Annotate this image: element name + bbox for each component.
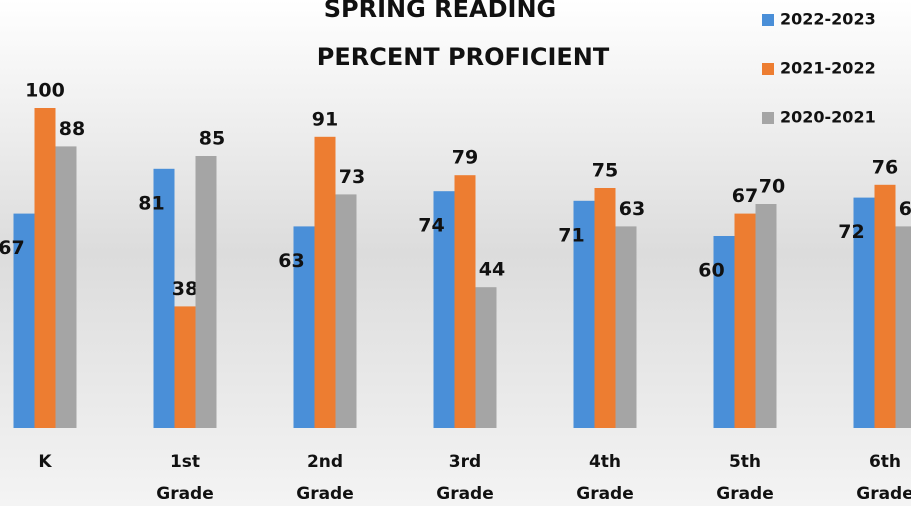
- data-label: 67: [0, 237, 25, 259]
- bar: [734, 213, 756, 428]
- data-label: 38: [172, 278, 198, 300]
- data-label: 71: [558, 224, 584, 246]
- legend-swatch: [762, 14, 774, 26]
- bar: [55, 146, 77, 428]
- data-label: 76: [872, 156, 898, 178]
- data-label: 79: [452, 147, 478, 169]
- data-label: 63: [278, 250, 304, 272]
- bar: [174, 306, 196, 428]
- data-label: 74: [418, 215, 444, 237]
- bar: [454, 175, 476, 428]
- bar: [13, 213, 35, 428]
- data-label: 88: [59, 118, 85, 140]
- bar: [615, 226, 637, 428]
- bar: [293, 226, 315, 428]
- data-label: 91: [312, 108, 338, 130]
- bar: [153, 168, 175, 429]
- x-tick-label: 4th Grade: [576, 452, 634, 504]
- data-label: 67: [732, 185, 758, 207]
- x-tick-label: 5th Grade: [716, 452, 774, 504]
- x-tick-label: 1st Grade: [156, 452, 214, 504]
- legend-label: 2022-2023: [780, 10, 876, 29]
- data-label: 81: [138, 192, 164, 214]
- data-label: 85: [199, 128, 225, 150]
- x-tick-label: 3rd Grade: [436, 452, 494, 504]
- bar: [433, 191, 455, 428]
- data-label: 70: [759, 176, 785, 198]
- data-label: 44: [479, 259, 505, 281]
- bar: [475, 287, 497, 428]
- bar: [34, 108, 56, 428]
- data-label: 73: [339, 166, 365, 188]
- legend-swatch: [762, 112, 774, 124]
- legend-label: 2021-2022: [780, 59, 876, 78]
- bar: [713, 236, 735, 428]
- legend-label: 2020-2021: [780, 108, 876, 127]
- bar: [895, 226, 911, 428]
- x-tick-label: 6th Grade: [856, 452, 911, 504]
- x-tick-label: K: [38, 452, 52, 472]
- data-label: 100: [25, 80, 65, 102]
- legend-swatch: [762, 63, 774, 75]
- bar: [195, 156, 217, 428]
- data-label: 60: [698, 260, 724, 282]
- data-label: 75: [592, 160, 618, 182]
- bar: [853, 197, 875, 428]
- bar: [594, 188, 616, 428]
- data-label: 63: [619, 198, 645, 220]
- bar: [874, 184, 896, 428]
- bar: [573, 200, 595, 428]
- bar: [755, 204, 777, 428]
- data-label: 72: [838, 221, 864, 243]
- bar: [335, 194, 357, 428]
- x-tick-label: 2nd Grade: [296, 452, 354, 504]
- bar: [314, 136, 336, 429]
- chart-title: SPRING READING: [324, 0, 557, 23]
- chart-subtitle: PERCENT PROFICIENT: [317, 43, 610, 71]
- data-label: 63: [899, 198, 911, 220]
